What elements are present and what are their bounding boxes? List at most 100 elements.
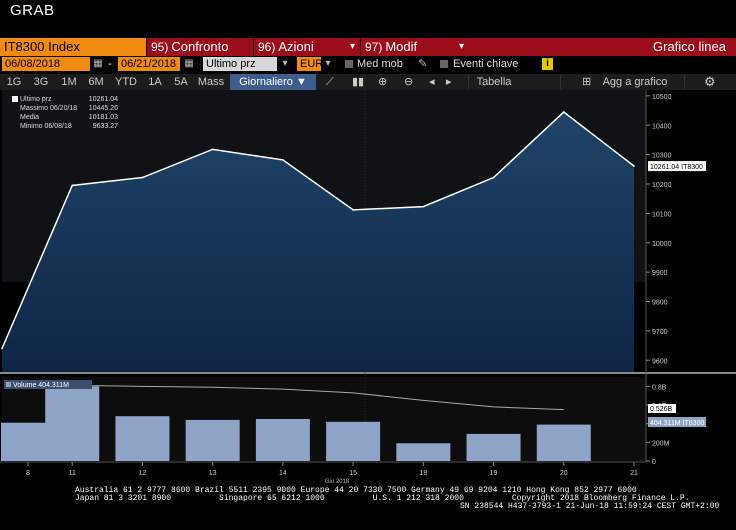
volume-tick-label: 0	[652, 459, 656, 466]
period-ytd[interactable]: YTD	[115, 76, 137, 88]
price-axis: 9600 9700 9800 9900 10000 10100 10200 10300 1040…	[646, 94, 672, 365]
volume-bar	[115, 416, 170, 461]
date-tick-label: 21	[630, 470, 638, 477]
zoom-out-icon[interactable]: ⊖	[404, 76, 414, 88]
frequency-select[interactable]: Giornaliero ▼	[230, 74, 316, 90]
period-1m[interactable]: 1M	[61, 76, 77, 88]
moving-avg-checkbox[interactable]	[345, 60, 353, 68]
volume-tick-label: 0.8B	[652, 384, 667, 391]
footer-session: SN 238544 H437-3793-1 21-Jun-18 11:59:24…	[460, 502, 720, 511]
footer-contacts: Australia 61 2 9777 8600 Brazil 5511 239…	[75, 486, 637, 495]
add-to-chart-button[interactable]: Agg a grafico	[602, 76, 668, 88]
price-point	[492, 176, 495, 179]
legend-swatch	[12, 96, 18, 102]
price-tick-label: 9600	[652, 358, 668, 365]
moving-avg-label: Med mob	[357, 58, 403, 70]
volume-legend-swatch	[6, 382, 11, 387]
volume-bar	[466, 433, 521, 461]
chevron-down-icon: ▾	[458, 41, 464, 52]
actions-label: Azioni	[278, 39, 314, 54]
price-tick-label: 10000	[652, 241, 672, 248]
toolbar-divider	[684, 75, 685, 89]
start-date-field[interactable]: 06/08/2018	[2, 57, 90, 71]
price-point	[282, 159, 284, 161]
date-axis: 8 11 12 13 14 15 18 19 20 21 Giu 2018	[26, 462, 638, 485]
edit-button[interactable]: 97) Modif ▾	[360, 38, 468, 56]
chevron-down-icon: ▾	[349, 41, 355, 52]
field-select[interactable]: Ultimo prz	[203, 57, 277, 71]
price-tick-label: 10300	[652, 153, 672, 160]
date-tick-label: 8	[26, 470, 30, 477]
events-checkbox[interactable]	[440, 60, 448, 68]
legend-value: 10445.26	[88, 105, 118, 112]
legend-label: Massimo 06/20/18	[20, 105, 78, 112]
legend-label: Media	[20, 114, 40, 121]
top-bar: GRAB	[0, 0, 736, 38]
scroll-right-icon[interactable]: ▸	[446, 76, 452, 88]
calendar-icon[interactable]: ▦	[184, 58, 194, 69]
chevron-down-icon[interactable]: ▾	[325, 58, 331, 69]
end-date-field[interactable]: 06/21/2018	[118, 57, 180, 71]
add-chart-icon[interactable]: ⊞	[582, 76, 592, 88]
toolbar-divider	[468, 75, 469, 89]
price-tag-label: 10261.04 IT8300	[650, 164, 703, 171]
security-field[interactable]: IT8300 Index	[0, 38, 146, 56]
date-tick-label: 11	[69, 470, 76, 477]
volume-legend-label: Volume 404.311M	[13, 382, 69, 389]
price-tick-label: 9900	[652, 270, 668, 277]
period-1y[interactable]: 1A	[148, 76, 162, 88]
date-tick-label: 18	[419, 470, 427, 477]
price-series-line	[1, 111, 635, 349]
period-3d[interactable]: 3G	[33, 76, 49, 88]
line-chart-icon[interactable]: ⟋	[326, 76, 334, 88]
actions-number: 96)	[258, 40, 276, 54]
volume-tick-label: 200M	[652, 440, 670, 447]
legend-value: 10181.03	[88, 114, 118, 121]
pencil-icon[interactable]: ✎	[418, 58, 428, 70]
period-5y[interactable]: 5A	[174, 76, 188, 88]
date-tick-label: 20	[560, 470, 568, 477]
value-tags: 10261.04 IT8300 0.526B 404.311M IT8300	[648, 161, 706, 427]
price-area	[2, 112, 634, 372]
period-1d[interactable]: 1G	[6, 76, 22, 88]
price-point	[562, 111, 565, 113]
chevron-down-icon[interactable]: ▾	[282, 58, 288, 69]
volume-tag-bg	[648, 417, 706, 427]
scroll-left-icon[interactable]: ◂	[429, 76, 435, 88]
actions-button[interactable]: 96) Azioni ▾	[253, 38, 359, 56]
volume-line-tag-label: 0.526B	[650, 406, 673, 413]
app-code: GRAB	[10, 2, 55, 19]
period-6m[interactable]: 6M	[88, 76, 104, 88]
volume-bar	[255, 419, 310, 461]
compare-label: Confronto	[171, 39, 229, 54]
volume-bar	[536, 424, 591, 461]
compare-button[interactable]: 95) Confronto	[146, 38, 252, 56]
price-tick-label: 10400	[652, 123, 672, 130]
frequency-label: Giornaliero	[239, 76, 293, 88]
volume-bar	[45, 386, 100, 461]
price-point	[422, 205, 425, 208]
price-tick-label: 10200	[652, 182, 672, 189]
edit-number: 97)	[365, 40, 383, 54]
calendar-icon[interactable]: ▦	[93, 58, 103, 69]
currency-field[interactable]: EUR	[297, 57, 323, 71]
legend-low: Minimo 06/08/18 9633.27	[12, 122, 118, 131]
date-tick-label: 14	[279, 470, 287, 477]
gear-icon[interactable]: ⚙	[704, 74, 716, 89]
legend-high: Massimo 06/20/18 10445.26	[12, 104, 118, 113]
table-button[interactable]: Tabella	[476, 76, 512, 88]
price-point	[71, 184, 74, 187]
price-point	[633, 165, 635, 167]
legend-label: Minimo 06/08/18	[20, 123, 72, 130]
legend-label: Ultimo prz	[20, 96, 52, 103]
price-area-fill	[2, 112, 634, 372]
price-chart[interactable]: 9600 9700 9800 9900 10000 10100 10200 10300 1040…	[0, 90, 736, 530]
bar-chart-icon[interactable]: ▮▮	[352, 76, 365, 88]
date-separator: -	[108, 58, 112, 70]
price-tick-label: 9700	[652, 329, 668, 336]
footer: Australia 61 2 9777 8600 Brazil 5511 239…	[0, 486, 736, 530]
date-tick-label: 12	[139, 470, 147, 477]
info-icon[interactable]: i	[542, 58, 553, 70]
period-max[interactable]: Mass	[197, 76, 225, 88]
zoom-in-icon[interactable]: ⊕	[378, 76, 388, 88]
